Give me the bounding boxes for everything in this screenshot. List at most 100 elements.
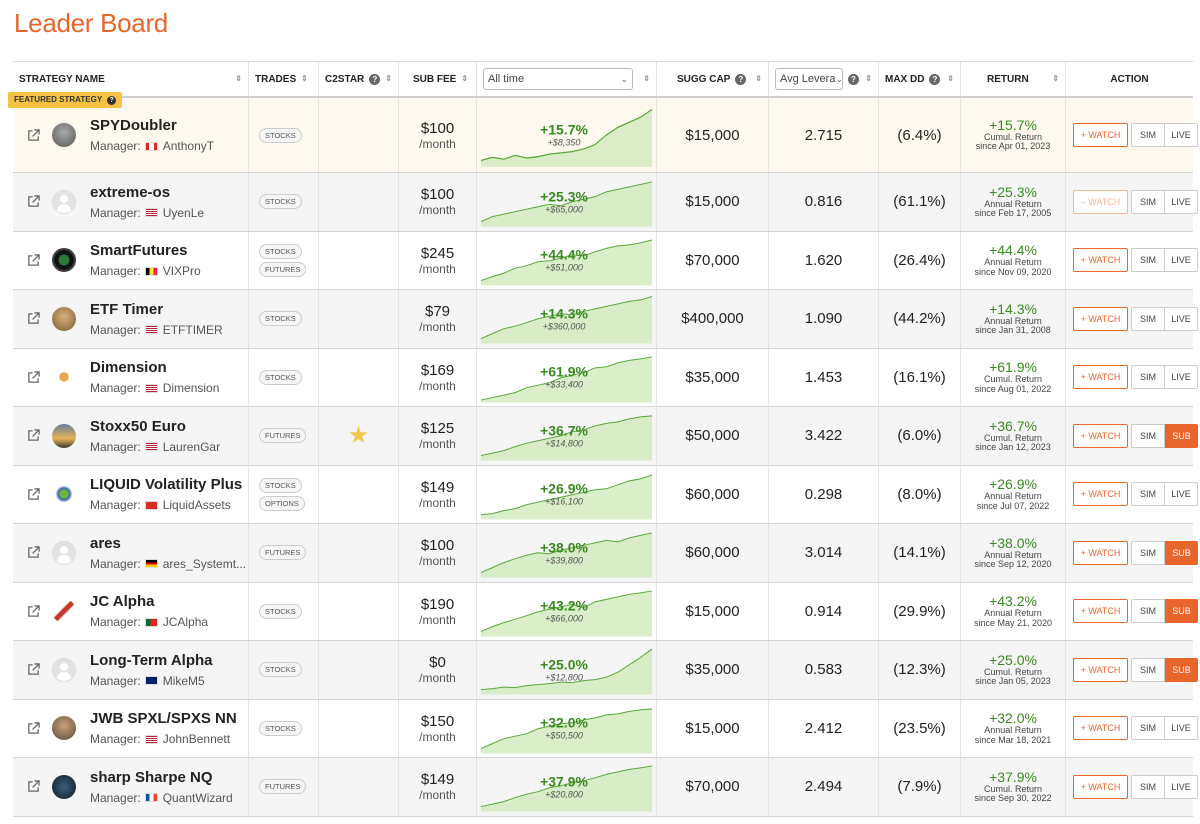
avatar[interactable]: [52, 599, 76, 624]
sim-button[interactable]: SIM: [1131, 540, 1165, 565]
sort-icon[interactable]: ⇕: [461, 74, 469, 83]
live-button[interactable]: LIVE: [1165, 482, 1198, 507]
table-row[interactable]: sharp Sharpe NQ Manager: QuantWizard FUTU…: [13, 758, 1198, 817]
manager-name-link[interactable]: Dimension: [162, 381, 220, 396]
help-icon[interactable]: ?: [848, 73, 859, 85]
watch-button[interactable]: + WATCH: [1073, 599, 1128, 624]
avatar[interactable]: [52, 248, 76, 273]
watch-button[interactable]: + WATCH: [1073, 248, 1128, 273]
col-strategy-name[interactable]: STRATEGY NAME ⇕: [13, 62, 249, 96]
strategy-name-link[interactable]: Stoxx50 Euro: [90, 417, 186, 435]
table-row[interactable]: SPYDoubler Manager: AnthonyT FEATURED STR…: [8, 92, 1198, 173]
manager-name-link[interactable]: QuantWizard: [162, 790, 233, 805]
performance-cell[interactable]: +44.4% +$51,000: [477, 231, 657, 289]
strategy-name-link[interactable]: sharp Sharpe NQ: [90, 768, 213, 786]
watch-button[interactable]: + WATCH: [1073, 716, 1128, 741]
external-link-icon[interactable]: [27, 429, 40, 442]
performance-cell[interactable]: +32.0% +$50,500: [477, 699, 657, 757]
manager-name-link[interactable]: JCAlpha: [162, 615, 209, 630]
sim-button[interactable]: SIM: [1131, 599, 1165, 624]
leverage-select[interactable]: Avg Levera ⌄: [775, 68, 843, 90]
external-link-icon[interactable]: [27, 488, 40, 501]
live-button[interactable]: LIVE: [1165, 123, 1198, 147]
strategy-name-link[interactable]: ares: [90, 534, 121, 552]
sim-button[interactable]: SIM: [1131, 365, 1165, 390]
table-row[interactable]: Long-Term Alpha Manager: MikeM5 STOCKS $0…: [13, 641, 1198, 700]
watch-button[interactable]: + WATCH: [1073, 657, 1128, 682]
external-link-icon[interactable]: [27, 546, 40, 559]
table-row[interactable]: JC Alpha Manager: JCAlpha STOCKS $190/mon…: [13, 582, 1198, 641]
manager-name-link[interactable]: UyenLe: [162, 205, 205, 220]
help-icon[interactable]: ?: [369, 73, 381, 85]
external-link-icon[interactable]: [27, 371, 40, 384]
live-button[interactable]: LIVE: [1165, 365, 1198, 390]
watch-button[interactable]: + WATCH: [1073, 365, 1128, 390]
strategy-name-link[interactable]: JWB SPXL/SPXS NN: [90, 710, 237, 728]
performance-cell[interactable]: +38.0% +$39,800: [477, 524, 657, 582]
external-link-icon[interactable]: [27, 663, 40, 676]
avatar[interactable]: [52, 716, 76, 741]
col-sugg-cap[interactable]: SUGG CAP? ⇕: [657, 62, 769, 96]
sort-icon[interactable]: ⇕: [865, 74, 872, 83]
sim-button[interactable]: SIM: [1131, 189, 1165, 214]
external-link-icon[interactable]: [27, 254, 40, 267]
subscribe-button[interactable]: SUB: [1165, 599, 1198, 624]
external-link-icon[interactable]: [27, 605, 40, 618]
sim-button[interactable]: SIM: [1131, 716, 1165, 741]
table-row[interactable]: Dimension Manager: Dimension STOCKS $169/…: [13, 348, 1198, 407]
avatar[interactable]: [52, 657, 76, 682]
watch-button[interactable]: + WATCH: [1073, 423, 1128, 448]
strategy-name-link[interactable]: Long-Term Alpha: [90, 651, 213, 669]
help-icon[interactable]: ?: [929, 73, 941, 85]
external-link-icon[interactable]: [27, 195, 40, 208]
sort-icon[interactable]: ⇕: [301, 74, 308, 83]
manager-name-link[interactable]: VIXPro: [162, 264, 201, 279]
strategy-name-link[interactable]: Dimension: [90, 359, 167, 377]
external-link-icon[interactable]: [27, 780, 40, 793]
performance-cell[interactable]: +25.0% +$12,800: [477, 641, 657, 699]
performance-cell[interactable]: +15.7% +$8,350: [477, 98, 657, 172]
table-row[interactable]: extreme-os Manager: UyenLe STOCKS $100/mo…: [13, 173, 1198, 232]
performance-cell[interactable]: +43.2% +$66,000: [477, 582, 657, 640]
subscribe-button[interactable]: SUB: [1165, 540, 1198, 565]
help-icon[interactable]: ?: [735, 73, 747, 85]
sort-icon[interactable]: ⇕: [235, 74, 242, 83]
table-row[interactable]: JWB SPXL/SPXS NN Manager: JohnBennett STO…: [13, 699, 1198, 758]
col-max-dd[interactable]: MAX DD? ⇕: [879, 62, 961, 96]
sim-button[interactable]: SIM: [1131, 657, 1165, 682]
avatar[interactable]: [52, 423, 76, 448]
manager-name-link[interactable]: AnthonyT: [162, 139, 215, 153]
sim-button[interactable]: SIM: [1131, 423, 1165, 448]
strategy-name-link[interactable]: ETF Timer: [90, 300, 164, 318]
strategy-name-link[interactable]: LIQUID Volatility Plus: [90, 476, 243, 494]
sort-icon[interactable]: ⇕: [755, 74, 762, 83]
table-row[interactable]: ares Manager: ares_Systemt... FUTURES $10…: [13, 524, 1198, 583]
manager-name-link[interactable]: MikeM5: [162, 673, 205, 688]
table-row[interactable]: Stoxx50 Euro Manager: LaurenGar FUTURES ★…: [13, 407, 1198, 466]
sim-button[interactable]: SIM: [1131, 774, 1165, 799]
sort-icon[interactable]: ⇕: [385, 74, 392, 83]
avatar[interactable]: [52, 540, 76, 565]
manager-name-link[interactable]: LaurenGar: [162, 439, 221, 454]
avatar[interactable]: [52, 482, 76, 507]
performance-cell[interactable]: +26.9% +$16,100: [477, 465, 657, 523]
sort-icon[interactable]: ⇕: [643, 74, 650, 83]
watch-button[interactable]: + WATCH: [1073, 774, 1128, 799]
table-row[interactable]: ETF Timer Manager: ETFTIMER STOCKS $79/mo…: [13, 290, 1198, 349]
manager-name-link[interactable]: ETFTIMER: [162, 322, 223, 337]
table-row[interactable]: SmartFutures Manager: VIXPro STOCKS FUTURE…: [13, 231, 1198, 290]
sim-button[interactable]: SIM: [1131, 248, 1165, 273]
performance-cell[interactable]: +36.7% +$14,800: [477, 407, 657, 465]
manager-name-link[interactable]: LiquidAssets: [162, 498, 231, 513]
external-link-icon[interactable]: [27, 722, 40, 735]
performance-cell[interactable]: +37.9% +$20,800: [477, 758, 657, 816]
table-row[interactable]: LIQUID Volatility Plus Manager: LiquidAss…: [13, 465, 1198, 524]
strategy-name-link[interactable]: JC Alpha: [90, 593, 155, 611]
live-button[interactable]: LIVE: [1165, 306, 1198, 331]
manager-name-link[interactable]: JohnBennett: [162, 732, 231, 747]
col-sub-fee[interactable]: SUB FEE ⇕: [399, 62, 477, 96]
sim-button[interactable]: SIM: [1131, 123, 1165, 147]
live-button[interactable]: LIVE: [1165, 189, 1198, 214]
watch-button[interactable]: – WATCH: [1073, 189, 1128, 214]
col-return[interactable]: RETURN ⇕: [961, 62, 1066, 96]
